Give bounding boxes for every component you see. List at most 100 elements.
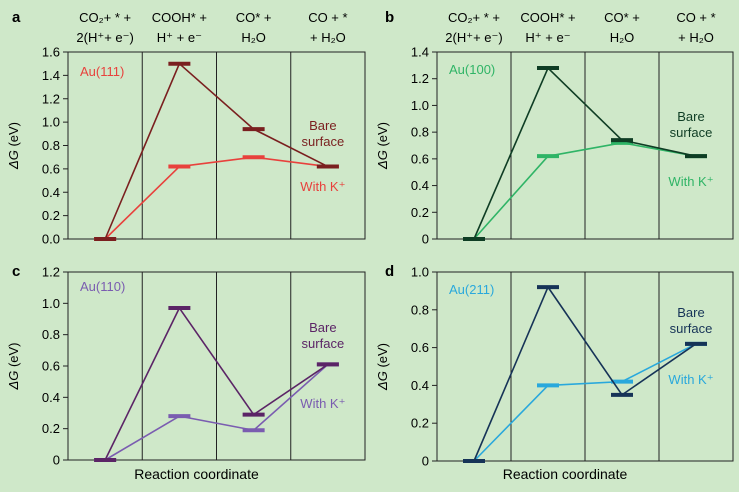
y-tick-label: 0 [422,232,429,247]
bare-surface-label-line1: Bare [677,109,704,124]
y-tick-label: 0.6 [42,161,60,176]
y-tick-label: 0.6 [42,359,60,374]
with-k-label: With K⁺ [668,372,713,387]
step-header-line2: H⁺ + e⁻ [525,30,570,45]
y-axis-label: ΔG (eV) [375,343,390,391]
y-axis-label-unit: (eV) [375,343,390,371]
step-header-line2: H₂O [610,30,635,45]
step-header-line1: CO* + [236,10,272,25]
connector-line [547,142,623,157]
y-tick-label: 1.0 [411,98,429,113]
y-axis-label-symbol: ΔG [375,150,390,170]
y-axis-label-symbol: ΔG [6,371,21,391]
x-axis-label: Reaction coordinate [134,466,259,482]
step-header-line2: + H₂O [678,30,714,45]
surface-title: Au(211) [449,282,494,297]
panel-letter: c [12,263,20,280]
with-k-label: With K⁺ [300,179,345,194]
surface-title: Au(100) [449,62,495,77]
y-tick-label: 0.6 [411,340,429,355]
y-tick-label: 1.0 [411,265,429,280]
connector-line [104,63,181,240]
y-tick-label: 0.2 [411,416,429,431]
step-header-line1: CO₂+ * + [79,10,131,25]
bare-surface-label-line2: surface [302,336,345,351]
y-tick-label: 0.8 [42,327,60,342]
bare-surface-label-line1: Bare [309,320,336,335]
y-tick-label: 0.8 [42,138,60,153]
connector-line [253,156,328,168]
y-tick-label: 0.2 [411,205,429,220]
y-tick-label: 1.4 [411,45,429,60]
connector-line [104,415,180,461]
step-header-line1: COOH* + [520,10,575,25]
y-tick-label: 1.4 [42,68,60,83]
series-bare-surface [463,285,707,463]
y-tick-label: 0 [422,454,429,469]
y-axis-label-unit: (eV) [6,122,21,150]
surface-title: Au(111) [80,64,124,79]
step-header-line1: COOH* + [152,10,207,25]
y-tick-label: 0.8 [411,302,429,317]
series-bare-surface [94,306,339,462]
connector-line [547,286,623,396]
panel-letter: d [385,263,394,280]
y-axis-label-unit: (eV) [375,122,390,150]
y-tick-label: 0.0 [42,232,60,247]
connector-line [547,380,623,387]
y-axis-label-symbol: ΔG [375,371,390,391]
connector-line [547,67,623,141]
with-k-label: With K⁺ [300,396,345,411]
y-axis-label-symbol: ΔG [6,150,21,170]
y-tick-label: 0.4 [42,390,60,405]
x-axis-label: Reaction coordinate [503,466,628,482]
connector-line [621,139,697,157]
connector-line [104,165,180,240]
bare-surface-label-line2: surface [302,134,345,149]
y-tick-label: 0.4 [411,378,429,393]
y-tick-label: 0.4 [42,185,60,200]
y-tick-label: 0.2 [42,208,60,223]
panel-b: b 0 0.2 0.4 0.6 0.8 1.0 1.2 1.4 ΔG (eV) CO₂+ * + 2(… [375,9,734,247]
series-bare-surface [463,66,707,241]
y-tick-label: 1.2 [42,265,60,280]
surface-title: Au(110) [80,279,125,294]
connector-line [473,384,549,462]
connector-line [473,67,549,240]
y-axis-label: ΔG (eV) [375,122,390,170]
step-header-line2: + H₂O [310,30,346,45]
connector-line [179,415,254,432]
with-k-label: With K⁺ [668,174,713,189]
y-axis-label: ΔG (eV) [6,342,21,390]
step-header-line1: CO + * [308,10,347,25]
connector-line [253,128,329,168]
y-tick-label: 0.4 [411,178,429,193]
panel-a: a 0.0 0.2 0.4 0.6 0.8 1.0 1.2 1.4 1.6 ΔG (eV) CO₂+ … [6,9,366,247]
y-tick-label: 1.6 [42,45,60,60]
connector-line [253,363,329,431]
panel-letter: a [12,9,21,26]
y-tick-label: 0.8 [411,125,429,140]
y-tick-label: 1.0 [42,115,60,130]
connector-line [473,286,549,462]
y-axis-label: ΔG (eV) [6,122,21,170]
step-header-line1: CO + * [676,10,715,25]
panel-c: c 0 0.2 0.4 0.6 0.8 1.0 1.2 ΔG (eV) Reaction coor… [6,263,366,482]
bare-surface-label-line1: Bare [309,118,336,133]
y-tick-label: 1.0 [42,296,60,311]
y-axis-label-unit: (eV) [6,342,21,370]
y-tick-label: 0 [53,453,60,468]
connector-line [621,343,697,383]
connector-line [473,155,549,240]
bare-surface-label-line2: surface [670,125,713,140]
step-header-line2: H₂O [241,30,266,45]
step-header-line2: 2(H⁺+ e⁻) [76,30,133,45]
bare-surface-label-line2: surface [670,321,713,336]
y-tick-label: 0.2 [42,421,60,436]
panel-letter: b [385,9,394,26]
connector-line [621,343,697,396]
y-tick-label: 0.6 [411,151,429,166]
connector-line [104,307,181,461]
bare-surface-label-line1: Bare [677,305,704,320]
